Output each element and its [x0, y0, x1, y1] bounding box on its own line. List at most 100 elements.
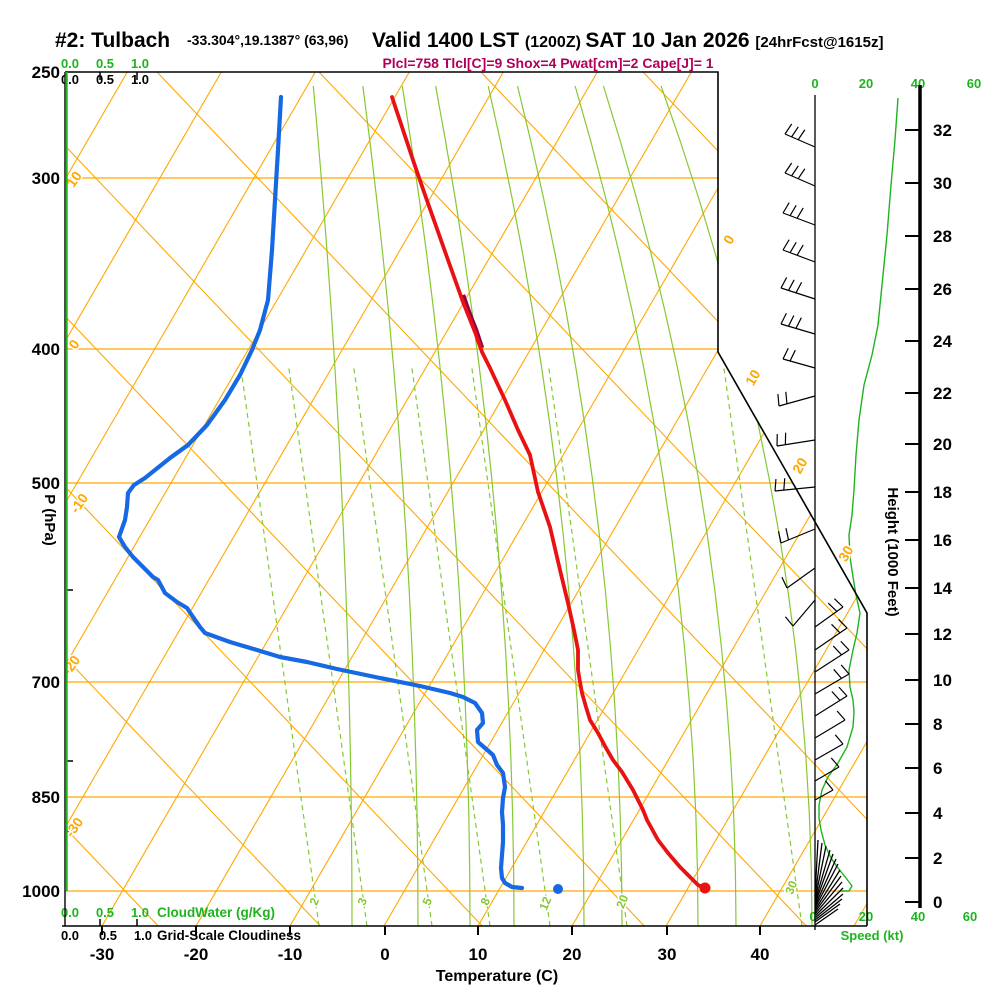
- wind-barb-stem: [779, 396, 815, 406]
- isotherm-line: [290, 72, 785, 926]
- height-tick-label: 18: [933, 483, 952, 502]
- wind-barb-tick: [783, 240, 789, 250]
- mixing-ratio-line: [411, 365, 490, 926]
- height-tick-label: 10: [933, 671, 952, 690]
- wind-barb-tick: [792, 127, 799, 137]
- temperature-tick-label: 0: [380, 945, 389, 964]
- wind-barb-tick: [796, 318, 801, 329]
- mixing-ratio-label: 20: [613, 892, 631, 910]
- wind-barb-tick: [788, 280, 794, 291]
- pressure-tick-label: 850: [32, 788, 60, 807]
- height-tick-label: 24: [933, 332, 952, 351]
- height-tick-label: 26: [933, 280, 952, 299]
- wind-barb-stem: [783, 359, 815, 368]
- wind-barb-tick: [778, 394, 779, 406]
- height-tick-label: 16: [933, 531, 952, 550]
- speed-axis-label: Speed (kt): [841, 928, 904, 943]
- wind-barb-tick: [835, 735, 843, 744]
- isotherm-line: [948, 72, 1000, 926]
- dry-adiabat-line: [157, 72, 968, 926]
- temperature-tick-label: -30: [90, 945, 115, 964]
- pressure-tick-label: 700: [32, 673, 60, 692]
- height-tick-label: 32: [933, 121, 952, 140]
- wind-barb-tick: [785, 163, 792, 173]
- speed-scale-bottom-label: 60: [963, 909, 977, 924]
- mixing-ratio-label: 30: [782, 878, 800, 896]
- wind-barb-tick: [783, 348, 788, 359]
- wind-barb-tick: [796, 282, 802, 293]
- mixing-ratio-label: 5: [420, 895, 436, 907]
- wind-barb-tick: [792, 166, 799, 176]
- height-tick-label: 14: [933, 579, 952, 598]
- wind-barb-tick: [797, 245, 803, 255]
- moist-adiabat-line: [363, 86, 418, 926]
- cloudwater-scale-top-label: 0.0: [61, 56, 79, 71]
- wind-barb-stem: [815, 674, 849, 694]
- moist-adiabat-line: [603, 86, 736, 926]
- temperature-tick-label: 20: [563, 945, 582, 964]
- isotherm-line: [0, 72, 409, 926]
- wind-barb-tick: [833, 646, 841, 655]
- station-title: #2: Tulbach: [55, 29, 170, 52]
- stability-indices: Plcl=758 Tlcl[C]=9 Shox=4 Pwat[cm]=2 Cap…: [382, 55, 713, 71]
- temperature-tick-label: 40: [751, 945, 770, 964]
- isotherm-line: [196, 72, 691, 926]
- pressure-tick-label: 250: [32, 63, 60, 82]
- height-tick-label: 12: [933, 625, 952, 644]
- cloudiness-scale-top-label: 0.0: [61, 72, 79, 87]
- wind-barb-stem: [787, 568, 815, 588]
- wind-barb-tick: [790, 242, 796, 252]
- height-tick-label: 20: [933, 435, 952, 454]
- wind-barb-tick: [783, 203, 789, 213]
- temperature-tick-label: -20: [184, 945, 209, 964]
- height-axis-label: Height (1000 Feet): [884, 487, 901, 616]
- wind-barb-stem: [815, 628, 847, 650]
- mixing-ratio-label: 8: [478, 895, 494, 907]
- mixing-ratio-line: [471, 365, 550, 926]
- height-tick-label: 2: [933, 849, 942, 868]
- wind-barb-stem: [815, 607, 843, 627]
- wind-barb-tick: [834, 599, 843, 607]
- dry-adiabat-line: [967, 72, 1000, 926]
- temperature-tick-label: 10: [469, 945, 488, 964]
- wind-barb-column: [775, 124, 849, 925]
- speed-scale-bottom-label: 20: [859, 909, 873, 924]
- pressure-tick-label: 400: [32, 340, 60, 359]
- cloudiness-scale-bottom-label: 0.0: [61, 928, 79, 943]
- mixing-ratio-line: [288, 365, 367, 926]
- wind-barb-tick: [781, 277, 787, 288]
- valid-date: SAT 10 Jan 2026: [585, 29, 755, 52]
- temperature-tick-label: 30: [658, 945, 677, 964]
- cloudiness-scale-top-label: 0.5: [96, 72, 114, 87]
- mixing-ratio-label: 3: [355, 895, 371, 907]
- valid-fcst-tag: [24hrFcst@1615z]: [755, 34, 883, 51]
- mixing-ratio-line: [353, 365, 432, 926]
- wind-barb-tick: [790, 350, 795, 361]
- wind-barb-stem: [815, 720, 845, 738]
- wind-barb-tick: [788, 315, 793, 326]
- cloudwater-scale-top-label: 0.5: [96, 56, 114, 71]
- wind-barb-tick: [785, 124, 792, 134]
- wind-barb-tick: [841, 665, 849, 674]
- isotherm-line: [0, 72, 127, 926]
- cloudiness-label: Grid-Scale Cloudiness: [157, 928, 301, 943]
- cloudwater-scale-top-label: 1.0: [131, 56, 149, 71]
- wind-barb-tick: [798, 169, 805, 179]
- grid-lines: [0, 72, 1000, 926]
- wind-barb-tick: [790, 205, 796, 215]
- height-tick-label: 22: [933, 384, 952, 403]
- isotherm-line: [760, 72, 1000, 926]
- wind-barb-tick: [786, 392, 787, 404]
- height-tick-label: 4: [933, 804, 943, 823]
- header: #2: Tulbach -33.304°,19.1387° (63,96) Va…: [55, 29, 883, 71]
- height-tick-label: 28: [933, 227, 952, 246]
- wind-barb-tick: [832, 692, 840, 701]
- grid-label-left: -20: [59, 652, 84, 678]
- wind-barb-tick: [841, 641, 849, 650]
- cloudiness-scale-bottom-label: 0.5: [99, 928, 117, 943]
- temperature-tick-label: -10: [278, 945, 303, 964]
- surface-temperature-dot: [700, 883, 711, 894]
- speed-scale-top-label: 40: [911, 76, 925, 91]
- wind-barb-tick: [834, 669, 842, 678]
